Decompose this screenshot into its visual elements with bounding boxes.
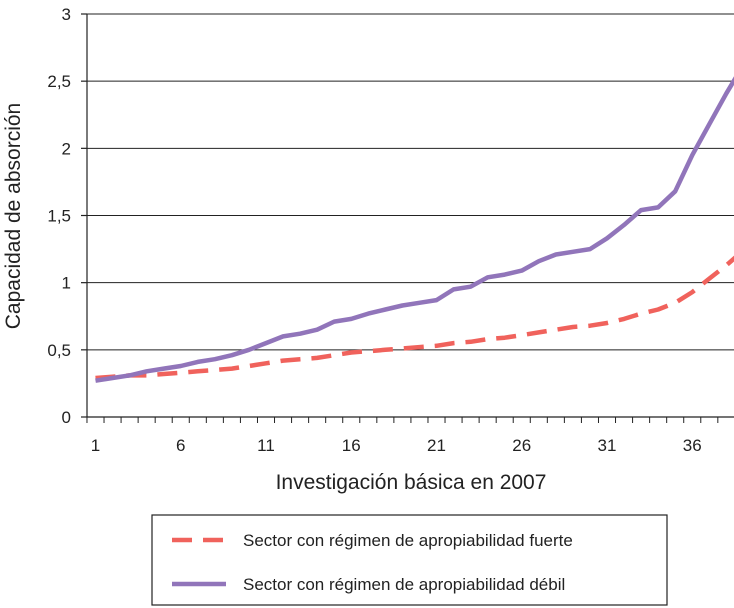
y-tick-label: 2,5 <box>47 72 71 91</box>
legend: Sector con régimen de apropiabilidad fue… <box>151 514 668 606</box>
x-axis-title: Investigación básica en 2007 <box>276 471 547 494</box>
legend-label-strong: Sector con régimen de apropiabilidad fue… <box>243 531 573 550</box>
y-tick-label: 1 <box>62 274 71 293</box>
x-tick-label: 36 <box>683 436 702 455</box>
y-ticks: 0 0,5 1 1,5 2 2,5 3 <box>47 5 87 427</box>
y-axis-title: Capacidad de absorción <box>2 103 25 330</box>
x-tick-label: 6 <box>176 436 185 455</box>
series-line-strong <box>95 255 734 381</box>
legend-label-weak: Sector con régimen de apropiabilidad déb… <box>243 575 565 594</box>
x-tick-label: 16 <box>342 436 361 455</box>
x-ticks: 1 6 11 16 21 26 31 36 <box>86 417 719 455</box>
x-tick-label: 21 <box>427 436 446 455</box>
series-line-weak <box>95 76 734 383</box>
series-lines <box>95 76 734 383</box>
y-tick-label: 3 <box>62 5 71 24</box>
y-tick-label: 0,5 <box>47 341 71 360</box>
y-tick-label: 1,5 <box>47 207 71 226</box>
x-tick-label: 26 <box>512 436 531 455</box>
y-tick-label: 2 <box>62 139 71 158</box>
legend-box <box>151 514 668 606</box>
y-tick-label: 0 <box>62 408 71 427</box>
grid-lines <box>87 13 734 351</box>
x-tick-label: 11 <box>257 436 275 455</box>
x-tick-label: 1 <box>91 436 100 455</box>
x-tick-label: 31 <box>598 436 617 455</box>
